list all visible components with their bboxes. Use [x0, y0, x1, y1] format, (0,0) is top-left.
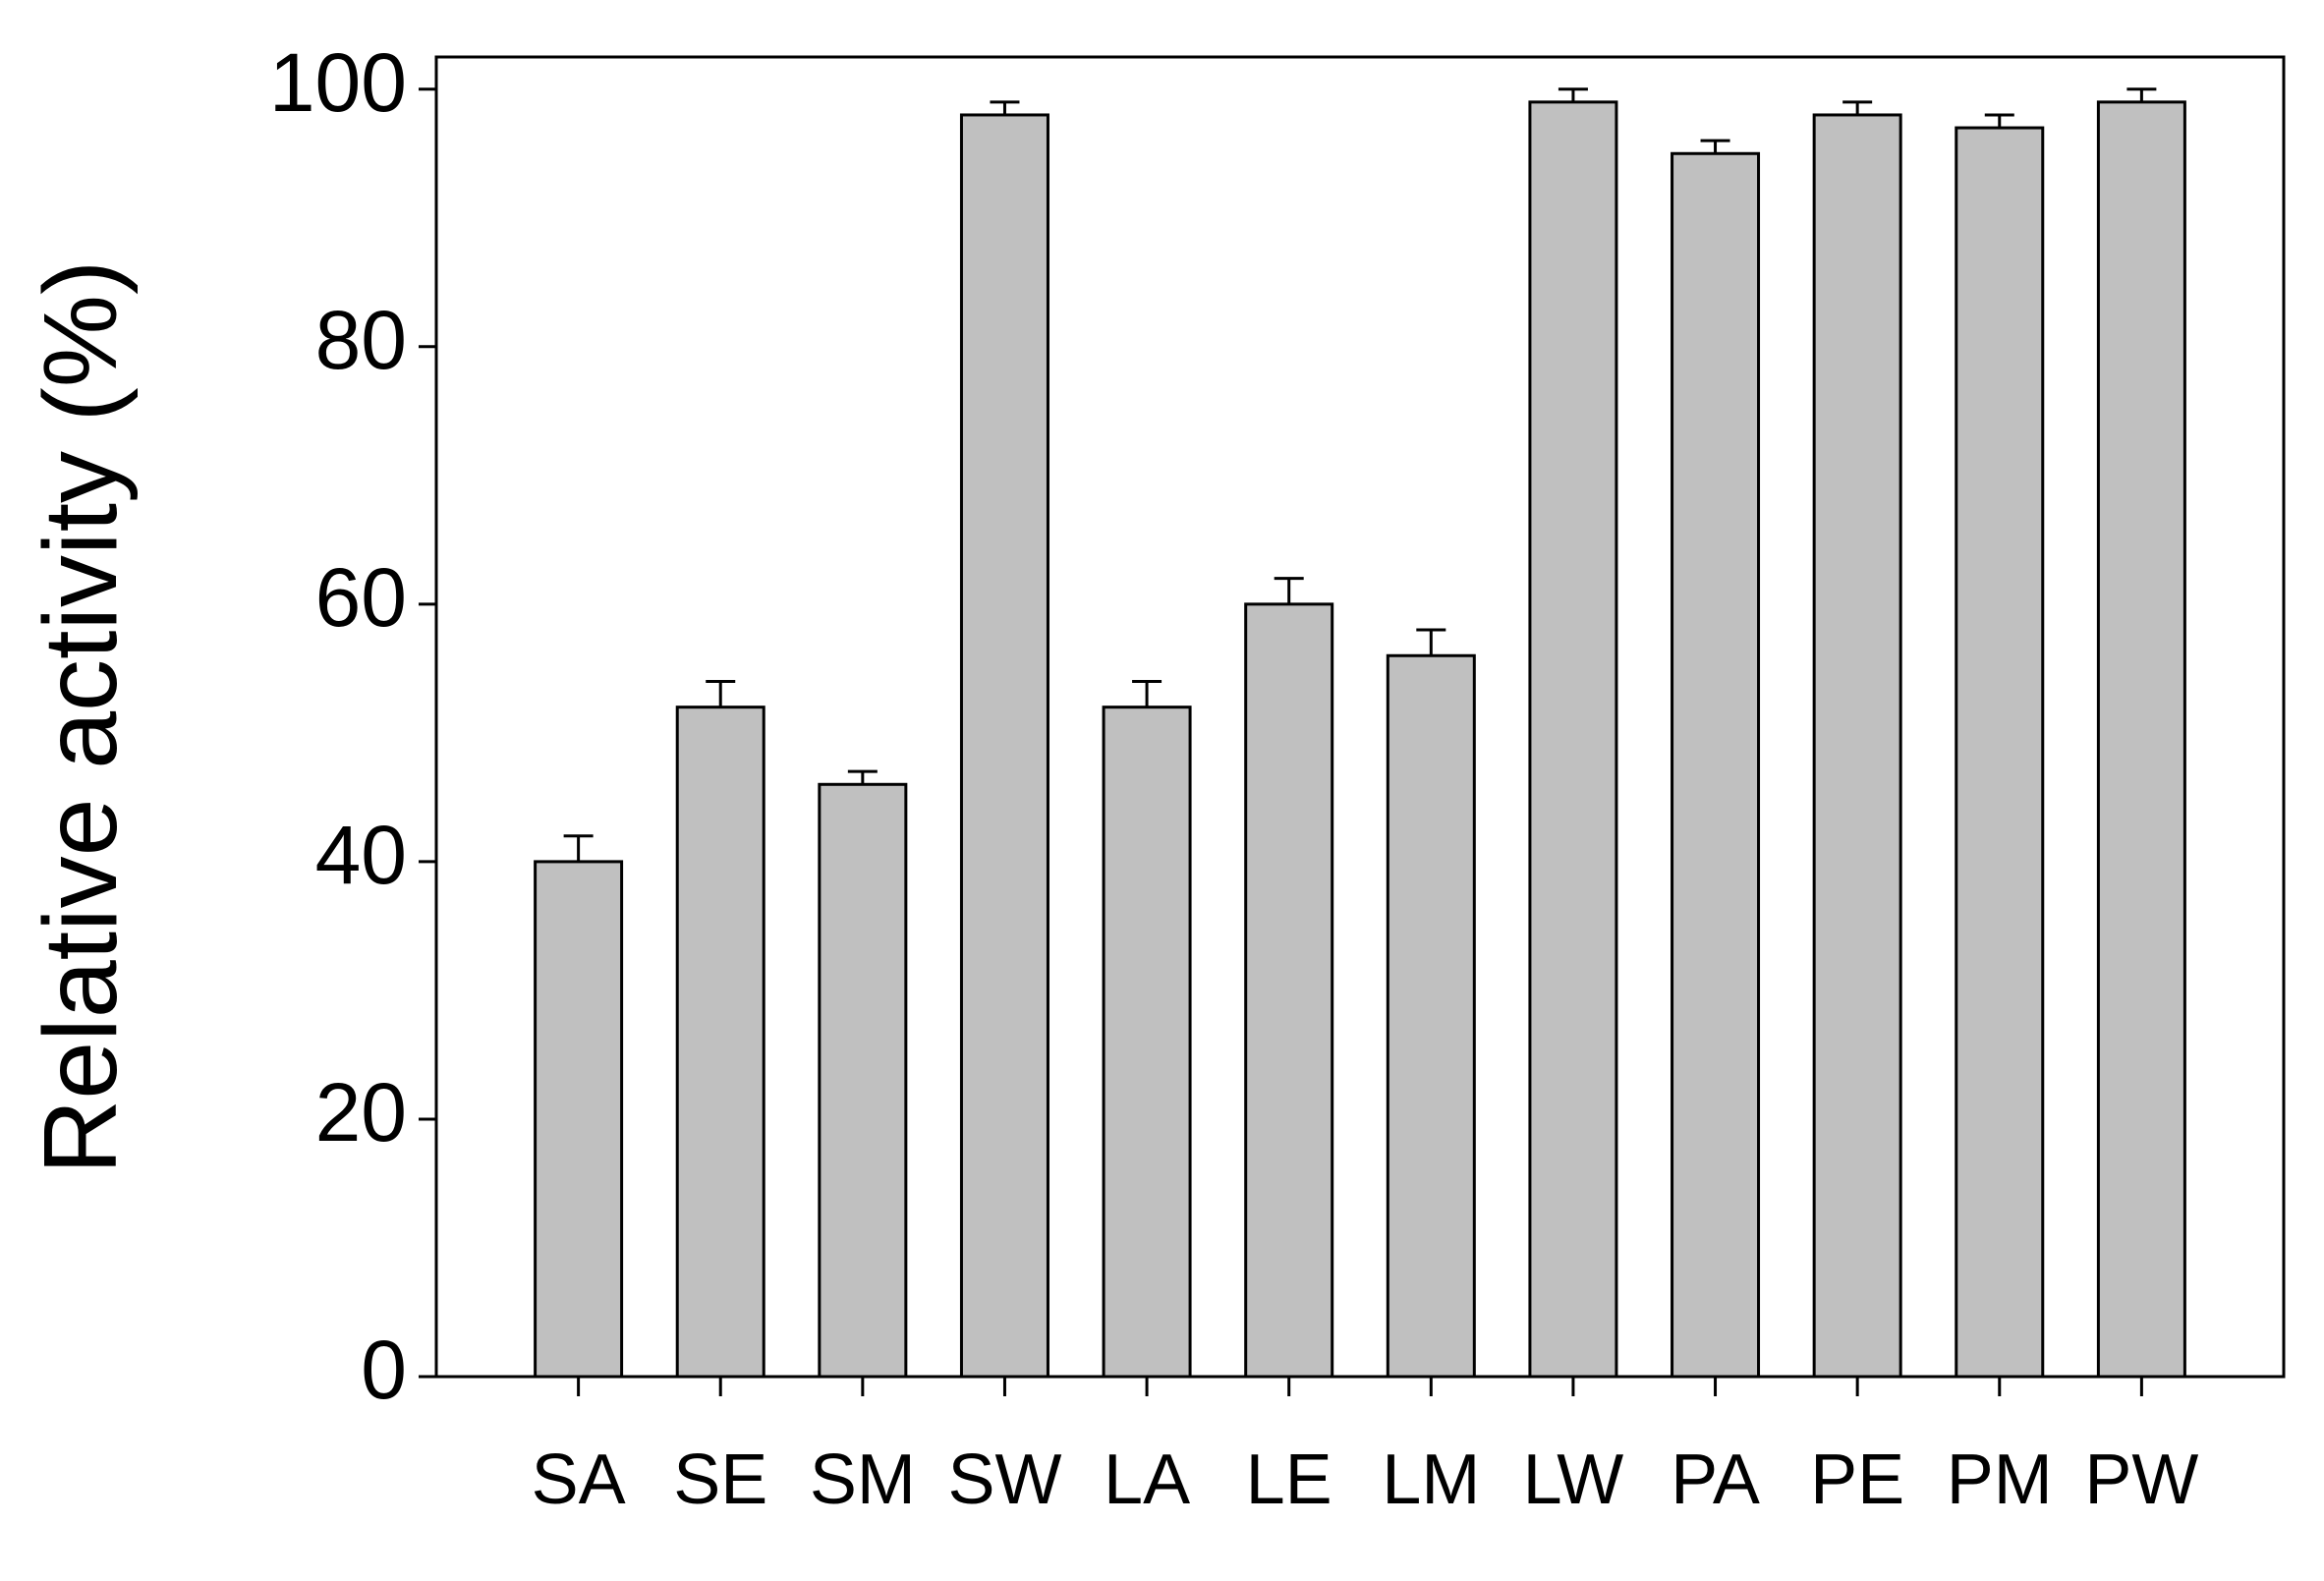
x-tick-label: SA: [532, 1440, 626, 1519]
x-tick-label: LW: [1523, 1440, 1624, 1519]
bar: [675, 706, 765, 1379]
x-tick-label: LM: [1382, 1440, 1480, 1519]
y-tick-label: 0: [361, 1324, 407, 1416]
bar: [1244, 602, 1334, 1379]
x-tick-label: PM: [1947, 1440, 2053, 1519]
x-tick-label: PE: [1810, 1440, 1904, 1519]
x-tick-label: SW: [947, 1440, 1061, 1519]
y-tick-label: 40: [315, 809, 407, 901]
bar: [1955, 126, 2045, 1379]
x-tick-label: SE: [673, 1440, 767, 1519]
y-axis-label: Relative activity (%): [23, 260, 139, 1175]
bar: [1671, 151, 1761, 1379]
plot-frame: [434, 55, 2286, 1379]
x-tick-label: LA: [1104, 1440, 1190, 1519]
y-tick-label: 20: [315, 1066, 407, 1158]
bar: [2096, 100, 2186, 1379]
y-tick-label: 60: [315, 551, 407, 644]
x-tick-label: LE: [1246, 1440, 1332, 1519]
x-tick-label: PW: [2084, 1440, 2198, 1519]
bar: [1528, 100, 1618, 1379]
bar: [959, 113, 1049, 1379]
bar: [818, 782, 908, 1379]
x-tick-label: SM: [810, 1440, 916, 1519]
y-tick-label: 100: [269, 36, 407, 129]
y-tick-label: 80: [315, 294, 407, 386]
bar: [1102, 706, 1192, 1379]
x-tick-label: PA: [1671, 1440, 1760, 1519]
bar: [1386, 653, 1476, 1379]
bar: [534, 860, 624, 1379]
bar: [1812, 113, 1902, 1379]
